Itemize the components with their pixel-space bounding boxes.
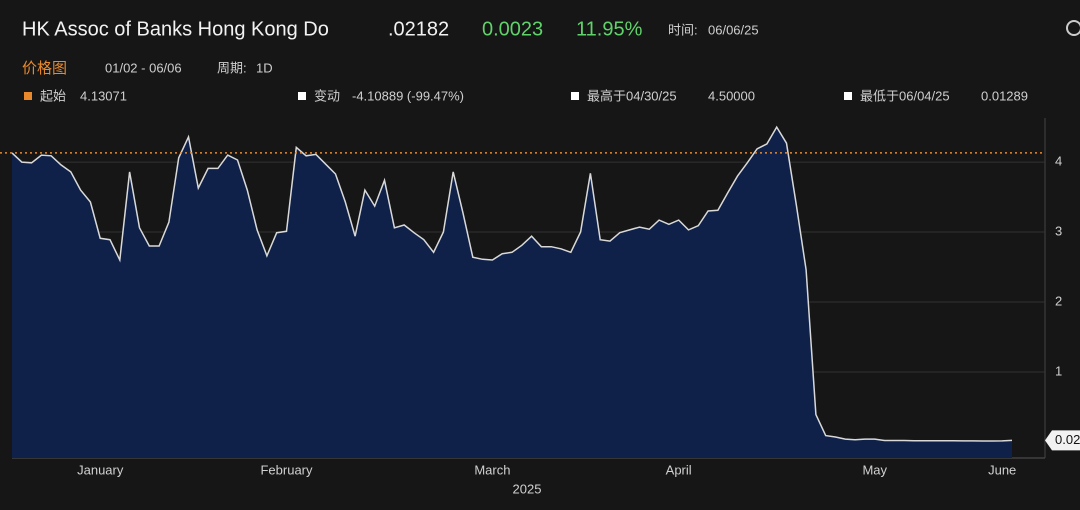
date-range: 01/02 - 06/06 xyxy=(105,60,182,75)
stat-value: 4.50000 xyxy=(708,88,755,103)
stat-value: 4.13071 xyxy=(80,88,127,103)
gear[interactable] xyxy=(1066,20,1080,36)
x-tick-label: May xyxy=(862,462,887,477)
security-title: HK Assoc of Banks Hong Kong Do xyxy=(22,18,329,40)
chart-label: 价格图 xyxy=(22,60,67,77)
stat-label: 变动 xyxy=(314,88,340,103)
settings-icon[interactable] xyxy=(1066,20,1080,36)
price: .02182 xyxy=(388,18,449,40)
time: 06/06/25 xyxy=(708,22,759,37)
stat-value: 0.01289 xyxy=(981,88,1028,103)
y-tick-label: 1 xyxy=(1055,363,1062,378)
change-pct: 11.95% xyxy=(576,18,643,40)
last-value-tag xyxy=(1045,430,1080,451)
legend-swatch xyxy=(24,92,32,100)
stat-label: 最低于06/04/25 xyxy=(860,88,950,103)
x-tick-label: April xyxy=(666,462,692,477)
stat-label: 最高于04/30/25 xyxy=(587,88,677,103)
time-label: 时间: xyxy=(668,22,698,37)
stat-label: 起始 xyxy=(40,88,66,103)
price-line xyxy=(11,125,1013,442)
x-axis-label: 2025 xyxy=(513,481,542,496)
legend-swatch xyxy=(571,92,579,100)
period: 1D xyxy=(256,60,273,75)
legend-swatch xyxy=(298,92,306,100)
change: 0.0023 xyxy=(482,18,543,40)
stat-value: -4.10889 (-99.47%) xyxy=(352,88,464,103)
area-fill xyxy=(12,127,1012,458)
y-tick-label: 3 xyxy=(1055,223,1062,238)
x-tick-label: January xyxy=(77,462,124,477)
last-value-label: 0.02 xyxy=(1055,432,1080,447)
y-tick-label: 4 xyxy=(1055,154,1062,169)
legend-swatch xyxy=(844,92,852,100)
y-tick-label: 2 xyxy=(1055,293,1062,308)
period-label: 周期: xyxy=(217,60,247,75)
x-tick-label: June xyxy=(988,462,1016,477)
x-tick-label: February xyxy=(260,462,313,477)
x-tick-label: March xyxy=(474,462,510,477)
